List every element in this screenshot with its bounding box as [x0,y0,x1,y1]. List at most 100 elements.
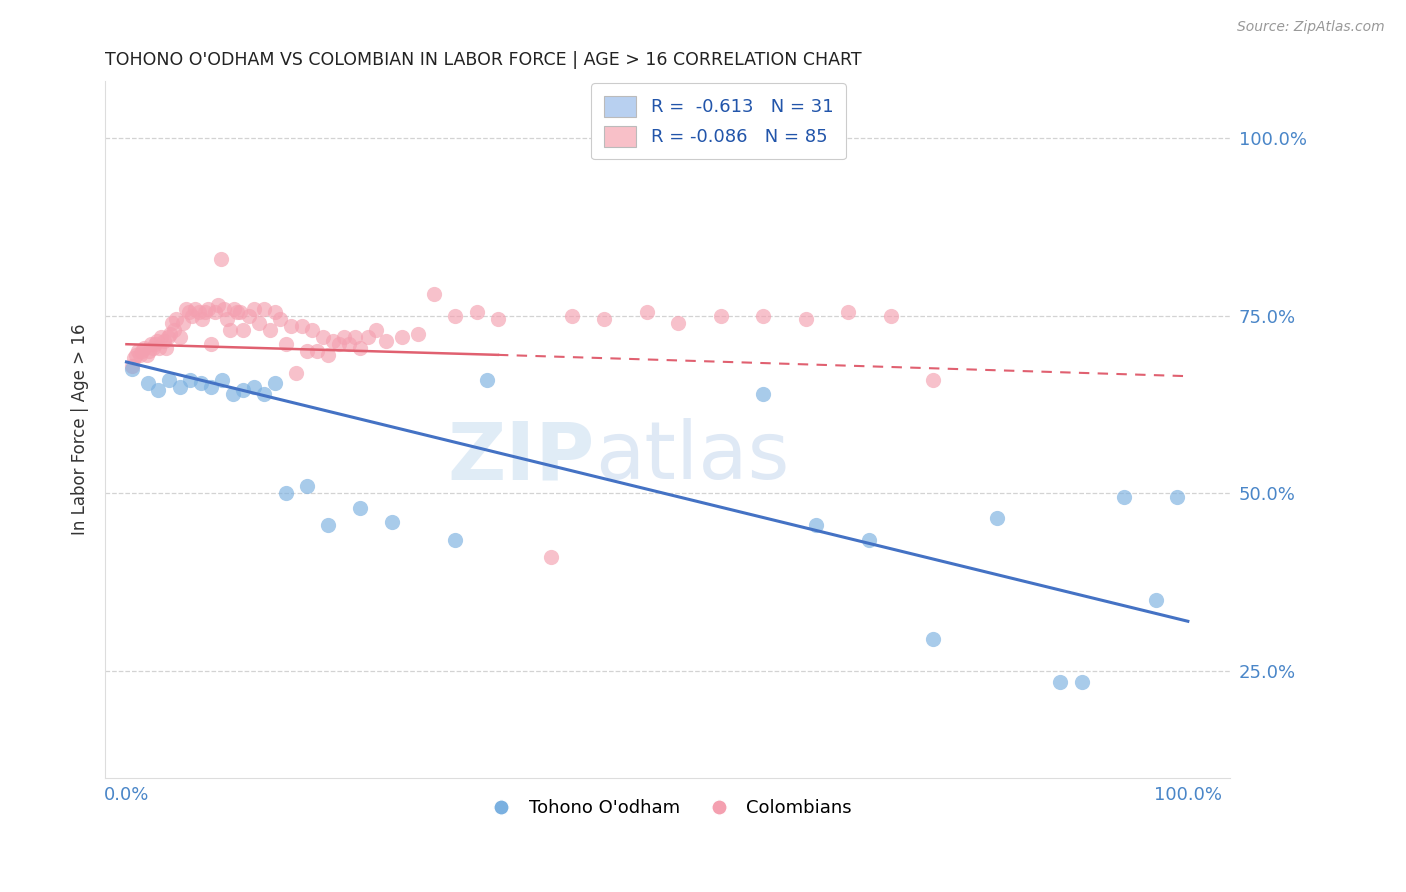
Point [322,334,344,348]
Point [232,323,254,337]
Point [290,319,312,334]
Text: atlas: atlas [595,418,789,496]
Point [349,500,371,515]
Text: TOHONO O'ODHAM VS COLOMBIAN IN LABOR FORCE | AGE > 16 CORRELATION CHART: TOHONO O'ODHAM VS COLOMBIAN IN LABOR FOR… [105,51,862,69]
Point [209,252,232,266]
Point [225,305,247,319]
Point [301,323,323,337]
Point [222,301,245,316]
Point [328,337,350,351]
Point [197,301,219,316]
Point [295,344,318,359]
Point [752,387,775,401]
Point [312,330,335,344]
Point [217,312,239,326]
Point [285,366,308,380]
Point [238,309,260,323]
Point [243,380,266,394]
Point [408,326,430,341]
Point [922,632,945,646]
Point [194,305,217,319]
Point [148,341,170,355]
Point [1114,490,1136,504]
Point [229,305,252,319]
Point [125,348,148,362]
Point [169,330,191,344]
Point [187,305,209,319]
Point [191,312,214,326]
Point [200,337,222,351]
Point [561,309,583,323]
Point [134,341,156,355]
Point [150,330,173,344]
Point [212,301,235,316]
Point [337,337,360,351]
Point [423,287,446,301]
Point [207,298,229,312]
Point [177,305,200,319]
Point [204,305,226,319]
Point [190,376,212,391]
Point [381,515,404,529]
Point [179,373,201,387]
Point [142,341,165,355]
Point [148,384,170,398]
Point [174,301,197,316]
Point [274,337,297,351]
Point [221,387,243,401]
Point [295,479,318,493]
Point [710,309,733,323]
Point [1144,593,1167,607]
Point [349,341,371,355]
Point [152,334,174,348]
Point [122,351,145,366]
Point [121,362,143,376]
Point [127,344,149,359]
Point [375,334,398,348]
Point [986,511,1008,525]
Point [139,337,162,351]
Point [200,380,222,394]
Point [1049,674,1071,689]
Point [316,518,339,533]
Point [364,323,387,337]
Legend: Tohono O'odham, Colombians: Tohono O'odham, Colombians [477,792,859,824]
Point [163,323,186,337]
Point [259,323,281,337]
Point [157,373,180,387]
Point [316,348,339,362]
Text: Source: ZipAtlas.com: Source: ZipAtlas.com [1237,20,1385,34]
Point [156,330,179,344]
Point [280,319,302,334]
Point [269,312,291,326]
Point [121,359,143,373]
Point [333,330,356,344]
Point [357,330,380,344]
Point [879,309,901,323]
Point [666,316,689,330]
Point [138,344,160,359]
Text: ZIP: ZIP [447,418,595,496]
Point [540,550,562,565]
Point [593,312,616,326]
Point [922,373,945,387]
Point [184,301,207,316]
Point [247,316,270,330]
Point [181,309,204,323]
Point [169,380,191,394]
Point [794,312,817,326]
Point [752,309,775,323]
Point [146,334,169,348]
Point [155,341,177,355]
Point [1166,490,1188,504]
Point [343,330,366,344]
Point [135,348,157,362]
Point [253,301,276,316]
Point [264,376,287,391]
Point [211,373,233,387]
Point [159,326,181,341]
Point [232,384,254,398]
Point [1070,674,1092,689]
Point [444,309,467,323]
Point [131,344,153,359]
